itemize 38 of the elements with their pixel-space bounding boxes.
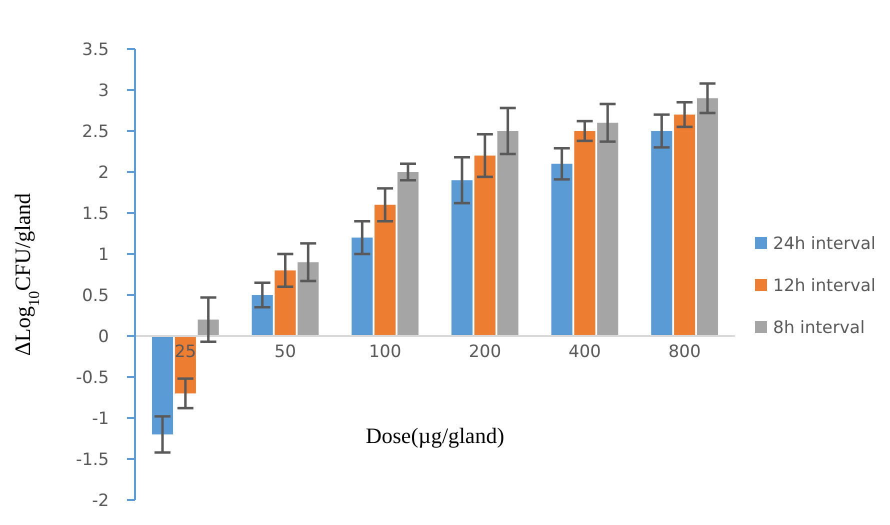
bar bbox=[474, 156, 496, 336]
x-tick-label: 200 bbox=[468, 342, 502, 362]
bar bbox=[651, 131, 672, 336]
y-tick-label: 3.5 bbox=[82, 40, 109, 60]
bar bbox=[696, 98, 718, 336]
x-tick-label: 400 bbox=[568, 342, 601, 362]
y-tick-label: 0 bbox=[98, 326, 109, 347]
bar bbox=[574, 131, 596, 336]
bar bbox=[352, 238, 373, 336]
y-tick-label: -1 bbox=[92, 408, 109, 429]
legend-label: 8h interval bbox=[773, 318, 865, 338]
x-tick-label: 50 bbox=[274, 342, 296, 362]
bar bbox=[497, 131, 518, 336]
bar bbox=[397, 172, 419, 336]
bar bbox=[274, 270, 296, 336]
bar bbox=[451, 180, 473, 336]
y-tick-label: 3 bbox=[98, 80, 109, 101]
bar bbox=[252, 295, 273, 336]
y-tick-label: -0.5 bbox=[76, 368, 109, 388]
bar bbox=[298, 262, 319, 336]
y-tick-label: 0.5 bbox=[82, 286, 109, 306]
x-tick-label: 25 bbox=[174, 342, 196, 362]
y-tick-label: 2 bbox=[98, 162, 109, 183]
y-tick-label: -2 bbox=[92, 490, 109, 511]
bar bbox=[374, 204, 396, 336]
x-axis-title: Dose(µg/gland) bbox=[366, 423, 504, 448]
bar bbox=[152, 336, 174, 434]
legend-label: 24h interval bbox=[773, 234, 876, 254]
y-tick-label: 1 bbox=[98, 244, 109, 265]
x-tick-label: 800 bbox=[668, 342, 701, 362]
bar bbox=[674, 114, 696, 336]
bar bbox=[551, 164, 572, 336]
y-tick-label: 1.5 bbox=[82, 204, 109, 224]
y-tick-label: -1.5 bbox=[76, 450, 109, 470]
legend-label: 12h interval bbox=[773, 276, 876, 296]
bar bbox=[597, 122, 618, 336]
y-tick-label: 2.5 bbox=[82, 122, 109, 142]
x-tick-label: 100 bbox=[368, 342, 402, 362]
